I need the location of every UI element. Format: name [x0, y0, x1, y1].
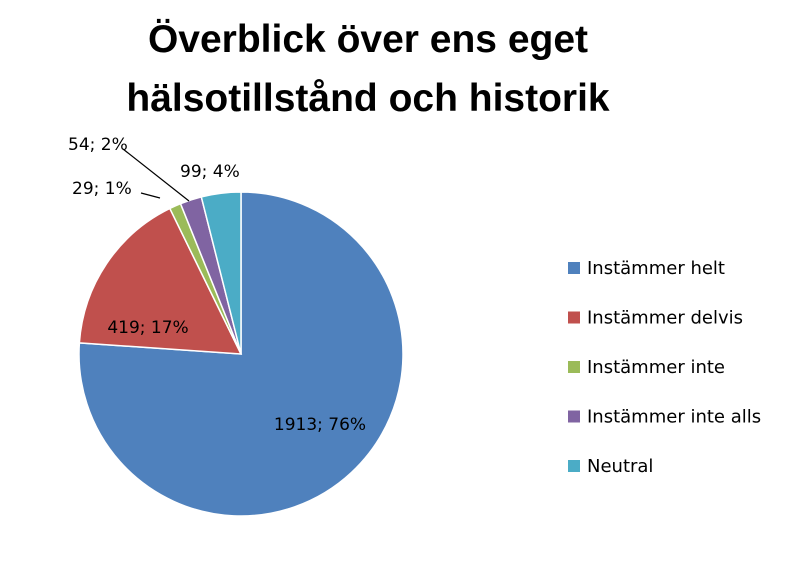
leader-line-inst-mmer-inte [140, 192, 161, 199]
legend-label-inst-mmer-helt: Instämmer helt [587, 258, 725, 279]
legend-swatch-inst-mmer-inte-alls [568, 410, 580, 423]
legend-swatch-inst-mmer-delvis [568, 311, 580, 324]
legend-swatch-inst-mmer-inte [568, 361, 580, 373]
data-label-inst-mmer-inte: 29; 1% [72, 179, 132, 199]
data-label-inst-mmer-inte-alls: 54; 2% [68, 135, 128, 155]
legend: Instämmer helt Instämmer delvis Instämmer … [568, 258, 761, 477]
chart-title-line-2: hälsotillstånd och historik [126, 77, 610, 120]
legend-label-neutral: Neutral [587, 456, 653, 477]
leader-lines [122, 148, 190, 202]
chart-title-line-1: Överblick över ens eget [148, 18, 588, 61]
data-label-inst-mmer-helt: 1913; 76% [274, 415, 366, 435]
legend-swatch-neutral [568, 460, 580, 472]
leader-line-inst-mmer-inte-alls [122, 148, 190, 202]
legend-label-inst-mmer-inte: Instämmer inte [587, 357, 725, 378]
legend-label-inst-mmer-delvis: Instämmer delvis [587, 308, 743, 329]
slice-inst-mmer-helt [78, 191, 404, 517]
pie-slices [78, 191, 404, 517]
data-label-neutral: 99; 4% [180, 162, 240, 182]
slice-inst-mmer-delvis [78, 207, 243, 355]
slice-neutral [200, 191, 242, 355]
legend-label-inst-mmer-inte-alls: Instämmer inte alls [587, 407, 761, 428]
data-labels: 1913; 76% 419; 17% 29; 1% 54; 2% 99; 4% [68, 135, 366, 435]
data-label-inst-mmer-delvis: 419; 17% [107, 318, 188, 338]
legend-swatch-inst-mmer-helt [568, 262, 580, 274]
